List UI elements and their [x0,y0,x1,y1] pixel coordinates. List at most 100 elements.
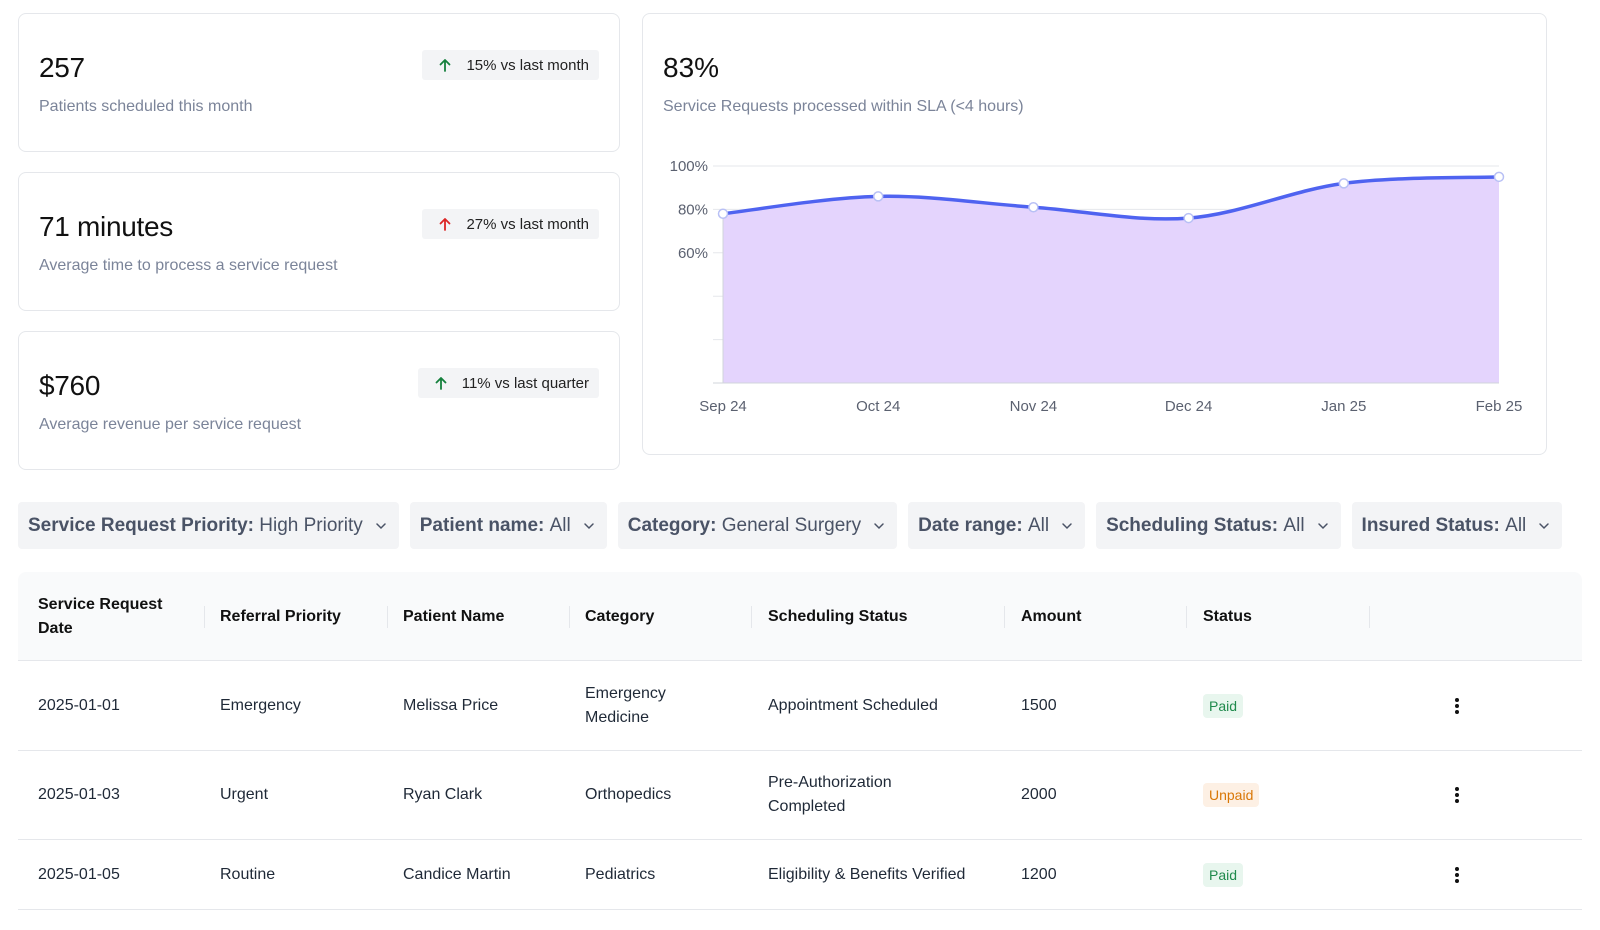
column-header-referral-priority[interactable]: Referral Priority [220,607,341,625]
trend-badge-label: 11% vs last quarter [461,374,589,392]
filter-value: All [549,514,571,536]
kpi-description: Average time to process a service reques… [39,257,338,274]
y-tick-label: 60% [678,245,708,262]
cell-amount: 1200 [1021,865,1057,883]
arrow-up-icon [434,57,456,73]
cell-scheduling-status: Eligibility & Benefits Verified [768,865,966,883]
filter-value: All [1283,514,1305,536]
chevron-down-icon [375,522,387,530]
cell-date: 2025-01-03 [38,786,120,803]
cell-status: Paid [1203,840,1244,909]
chevron-down-icon [1317,522,1329,530]
filter-scheduling-status[interactable]: Scheduling Status: All [1096,502,1341,549]
data-point [1338,178,1350,189]
x-tick-label: Nov 24 [1010,398,1058,415]
chevron-down-icon [583,522,595,530]
arrow-up-icon [434,216,456,232]
sla-area-chart: 100% 80% 60% Sep 24 Oct 24 Nov 24 Dec 24 Jan 25… [670,158,1523,415]
table-row[interactable]: 2025-01-01 Emergency Melissa Price Emerg… [18,661,1582,751]
y-tick-label: 80% [678,201,708,218]
status-badge: Paid [1203,693,1244,718]
cell-category: Pediatrics [585,865,656,883]
trend-badge: 11% vs last quarter [417,368,599,398]
filter-value: All [1505,514,1527,536]
trend-badge-label: 27% vs last month [466,215,589,233]
data-point [1493,171,1505,183]
cell-patient-name: Ryan Clark [403,786,483,803]
kpi-card-revenue: $760 Average revenue per service request… [18,331,620,470]
more-options-icon[interactable] [1447,661,1467,750]
table-row[interactable]: 2025-01-03 Urgent Ryan Clark Orthopedics… [18,751,1582,840]
status-badge: Unpaid [1203,783,1260,807]
column-header-amount[interactable]: Amount [1021,607,1082,625]
chevron-down-icon [1061,522,1073,530]
sla-description: Service Requests processed within SLA (<… [663,98,1024,115]
trend-badge-label: 15% vs last month [466,56,589,74]
cell-referral-priority: Emergency [220,696,301,714]
data-point [1183,212,1194,224]
more-options-icon[interactable] [1447,751,1467,839]
cell-status: Paid [1203,661,1244,750]
filter-patient-name[interactable]: Patient name: All [409,502,607,549]
cell-referral-priority: Routine [220,865,276,883]
filter-key: Service Request Priority: [28,514,254,536]
x-tick-label: Oct 24 [856,398,900,415]
kpi-card-processing-time: 71 minutes Average time to process a ser… [18,172,620,311]
more-options-icon[interactable] [1447,840,1467,909]
cell-status: Unpaid [1203,751,1260,839]
data-point [1028,201,1039,213]
filter-date-range[interactable]: Date range: All [908,502,1086,549]
y-tick-label: 100% [670,158,708,175]
column-header-date[interactable]: Service Request Date [38,595,163,637]
cell-patient-name: Melissa Price [403,696,499,714]
filter-category[interactable]: Category: General Surgery [617,502,898,549]
column-header-category[interactable]: Category [585,607,655,625]
filter-insured-status[interactable]: Insured Status: All [1351,502,1563,549]
filter-value: All [1027,514,1050,536]
column-header-patient-name[interactable]: Patient Name [403,607,505,625]
filter-key: Category: [627,514,717,536]
data-point [872,191,884,202]
filter-key: Patient name: [419,514,545,536]
cell-amount: 1500 [1021,696,1057,714]
cell-amount: 2000 [1021,786,1057,803]
kpi-description: Average revenue per service request [39,416,302,433]
cell-date: 2025-01-01 [38,696,120,714]
sla-chart-card: 83% Service Requests processed within SL… [642,13,1547,455]
x-tick-label: Feb 25 [1476,398,1523,415]
trend-badge: 27% vs last month [422,209,599,239]
chevron-down-icon [1538,522,1550,530]
cell-scheduling-status: Appointment Scheduled [768,696,938,714]
sla-value: 83% [663,52,720,83]
data-point [717,208,729,219]
series-area [723,176,1499,383]
cell-patient-name: Candice Martin [403,865,511,883]
filter-key: Insured Status: [1361,514,1500,536]
filter-service-request-priority[interactable]: Service Request Priority: High Priority [18,502,399,549]
cell-scheduling-status: Pre-Authorization Completed [768,774,892,815]
x-tick-label: Dec 24 [1165,398,1213,415]
kpi-card-patients: 257 Patients scheduled this month 15% vs… [18,13,620,152]
trend-badge: 15% vs last month [422,50,599,80]
kpi-description: Patients scheduled this month [39,98,253,115]
filter-value: High Priority [259,514,363,536]
filter-key: Scheduling Status: [1106,514,1279,536]
status-badge: Paid [1203,862,1244,887]
table-row[interactable]: 2025-01-05 Routine Candice Martin Pediat… [18,840,1582,910]
kpi-value: 257 [39,52,85,83]
x-tick-label: Jan 25 [1321,398,1366,415]
service-requests-table: Service Request Date Referral Priority Pa… [18,572,1582,910]
kpi-value: $760 [39,370,101,401]
filter-value: General Surgery [721,514,862,536]
cell-category: Orthopedics [585,786,672,803]
filter-bar: Service Request Priority: High Priority … [18,502,1563,549]
series-line [721,175,1501,221]
cell-date: 2025-01-05 [38,865,120,883]
cell-referral-priority: Urgent [220,786,269,803]
table-header: Service Request Date Referral Priority Pa… [18,572,1582,661]
column-header-scheduling-status[interactable]: Scheduling Status [768,607,908,625]
arrow-up-icon [430,375,452,391]
column-header-status[interactable]: Status [1203,607,1252,625]
cell-category: Emergency Medicine [585,684,666,726]
kpi-value: 71 minutes [39,211,173,242]
